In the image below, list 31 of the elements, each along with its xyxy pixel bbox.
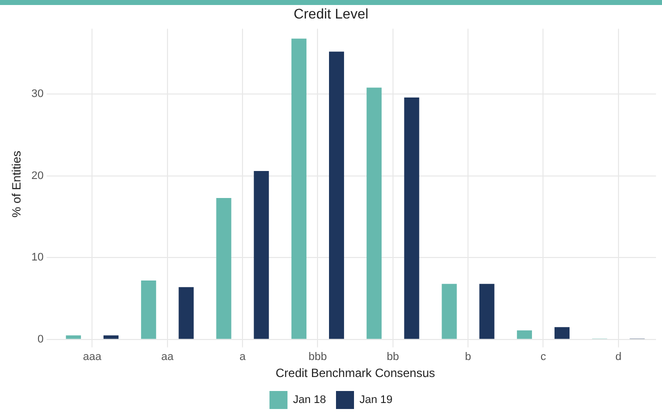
bar [366,88,382,339]
y-tick-label: 0 [38,333,44,346]
bar [291,38,306,339]
legend-label: Jan 18 [292,394,326,406]
legend-label: Jan 19 [360,394,393,406]
y-tick-label: 30 [31,88,44,100]
y-tick-label: 20 [31,170,44,182]
x-tick-label: a [240,351,246,364]
x-tick-label: d [615,351,622,364]
bar [329,52,344,339]
bar [216,198,232,339]
x-tick-label: b [465,351,472,364]
bar [479,284,494,339]
x-tick-label: bb [386,351,400,364]
bar [141,280,156,339]
y-tick-label: 10 [31,252,44,264]
bar [442,284,457,339]
bar [404,97,420,339]
bar [254,171,269,339]
x-tick-label: aa [161,351,174,364]
x-axis-title: Credit Benchmark Consensus [276,366,436,380]
x-tick-label: c [540,351,546,364]
y-axis-title: % of Entities [10,150,24,218]
x-tick-label: bbb [308,351,327,364]
chart-title: Credit Level [294,5,368,22]
bar [66,335,81,339]
bar [178,287,194,339]
x-tick-label: aaa [83,351,102,364]
bar [516,330,532,339]
bar [554,327,570,339]
bar [103,335,119,339]
